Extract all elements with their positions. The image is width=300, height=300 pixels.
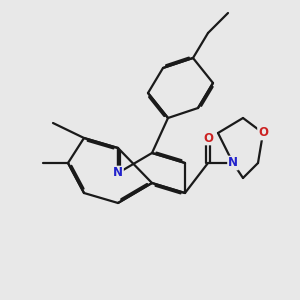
Text: N: N — [228, 157, 238, 169]
Text: O: O — [258, 127, 268, 140]
Text: N: N — [113, 167, 123, 179]
Text: O: O — [203, 131, 213, 145]
